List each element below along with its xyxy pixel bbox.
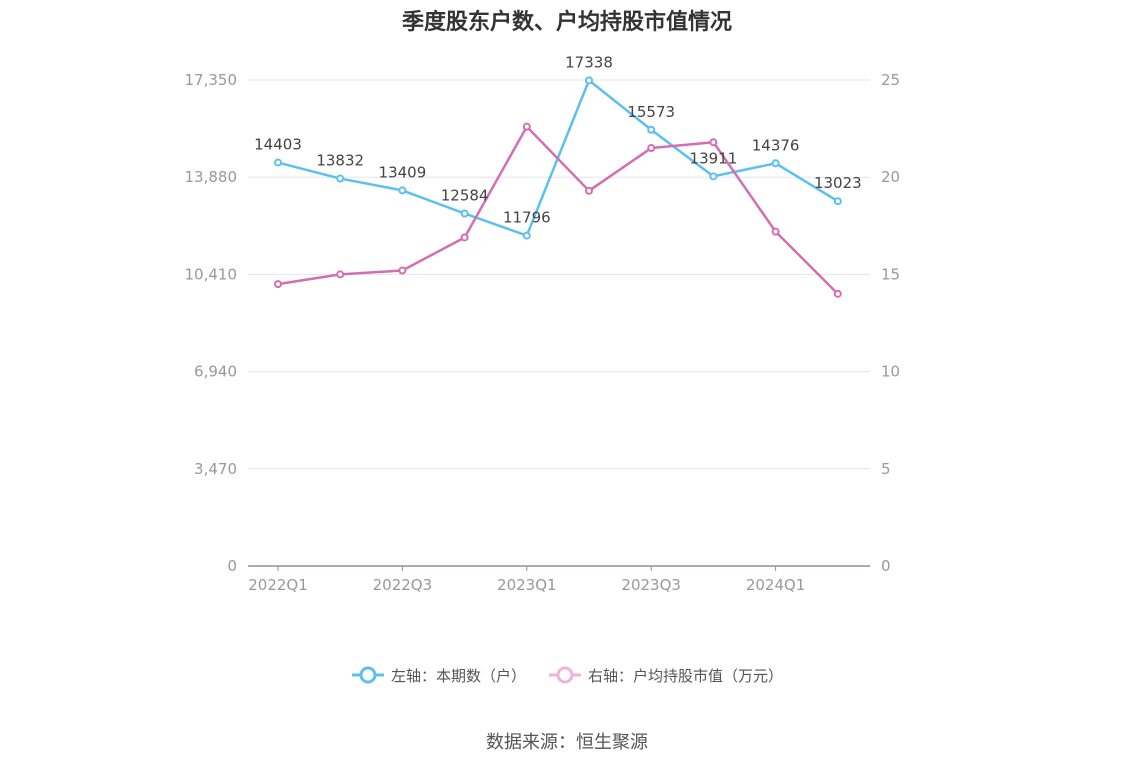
data-point	[336, 270, 345, 279]
data-point	[460, 233, 469, 242]
x-axis-tick-label: 2022Q3	[373, 576, 433, 594]
data-label: 15573	[627, 103, 675, 121]
right-axis-tick-label: 20	[881, 168, 900, 186]
data-point	[274, 158, 282, 167]
legend: 左轴：本期数（户） 右轴：户均持股市值（万元）	[0, 664, 1134, 686]
data-point	[398, 186, 407, 195]
data-point	[647, 144, 656, 153]
chart-title: 季度股东户数、户均持股市值情况	[401, 10, 732, 35]
data-point	[336, 174, 345, 183]
x-axis-tick-label: 2022Q1	[248, 576, 308, 594]
data-label: 13409	[379, 163, 427, 181]
x-axis-tick-label: 2023Q1	[497, 576, 557, 594]
data-point	[647, 125, 656, 134]
legend-marker-holders	[351, 666, 384, 684]
left-axis-tick-label: 3,470	[194, 460, 237, 478]
data-label: 13832	[316, 152, 364, 170]
series-lines	[277, 79, 839, 295]
legend-label-holders: 左轴：本期数（户）	[390, 666, 526, 685]
data-label: 13911	[690, 149, 738, 167]
left-axis-ticks: 0 3,470 6,940 10,410 13,880 17,350	[185, 71, 238, 575]
left-axis-tick-label: 0	[227, 557, 237, 575]
x-axis-tick-label: 2023Q3	[621, 576, 681, 594]
data-point	[522, 122, 531, 131]
right-axis-tick-label: 15	[881, 265, 900, 283]
data-point	[460, 209, 469, 218]
data-label: 12584	[441, 187, 489, 205]
right-axis-tick-label: 0	[881, 557, 891, 575]
series-line-1	[277, 125, 839, 295]
data-source: 数据来源：恒生聚源	[486, 732, 648, 753]
left-axis-tick-label: 13,880	[185, 168, 238, 186]
legend-label-avg-value: 右轴：户均持股市值（万元）	[588, 666, 784, 685]
right-axis-tick-label: 25	[881, 71, 900, 89]
data-label: 14376	[752, 136, 800, 154]
x-axis-ticks: 2022Q1 2022Q3 2023Q1 2023Q3 2024Q1	[248, 566, 805, 594]
data-label: 11796	[503, 209, 551, 227]
data-point	[771, 159, 780, 168]
data-point	[522, 231, 531, 240]
line-chart: 0 3,470 6,940 10,410 13,880 17,350 0 5 10 15 20 25…	[185, 53, 901, 594]
data-point	[709, 138, 718, 147]
right-axis-ticks: 0 5 10 15 20 25	[881, 71, 900, 575]
data-point	[709, 172, 718, 181]
data-point	[833, 197, 842, 206]
data-labels: 14403 13832 13409 12584 11796 17338 15573 13911…	[254, 53, 862, 226]
data-label: 17338	[565, 53, 613, 71]
data-label: 13023	[814, 174, 862, 192]
data-point	[585, 186, 593, 195]
legend-item-holders[interactable]: 左轴：本期数（户）	[351, 664, 526, 686]
data-label: 14403	[254, 136, 302, 154]
data-point	[771, 227, 780, 236]
left-axis-tick-label: 17,350	[185, 71, 238, 89]
data-point	[833, 289, 842, 298]
right-axis-tick-label: 10	[881, 363, 900, 381]
legend-marker-avg-value	[549, 666, 581, 684]
left-axis-tick-label: 6,940	[194, 363, 237, 381]
legend-item-avg-value[interactable]: 右轴：户均持股市值（万元）	[548, 664, 783, 686]
right-axis-tick-label: 5	[881, 460, 891, 478]
series-points	[274, 76, 842, 298]
data-point	[398, 266, 407, 275]
data-point	[274, 280, 282, 289]
data-point	[585, 76, 593, 85]
x-axis-tick-label: 2024Q1	[746, 576, 806, 594]
left-axis-tick-label: 10,410	[185, 265, 238, 283]
